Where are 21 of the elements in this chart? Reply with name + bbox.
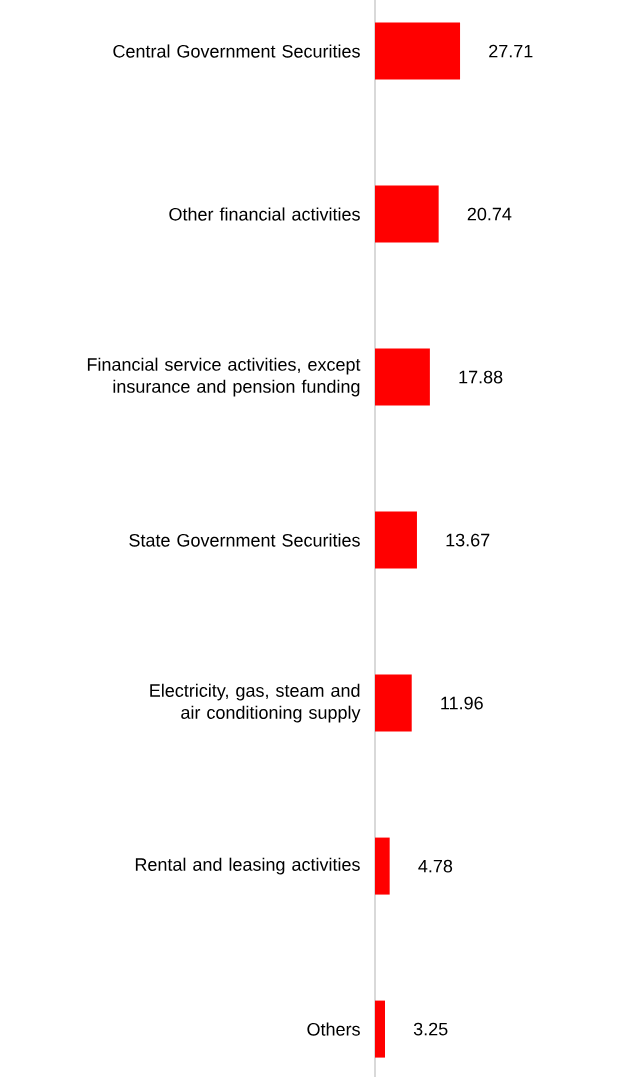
bar [375,674,412,732]
data-label: 20.74 [467,207,512,221]
bar [375,185,439,243]
bar [375,511,417,569]
y-tick-label: Central Government Securities [113,44,360,58]
y-tick-label: Electricity, gas, steam and air conditioning supply [150,683,361,723]
data-label: 27.71 [489,44,533,58]
data-label: 11.96 [441,696,483,710]
data-label: 4.78 [418,859,453,873]
y-tick-label: Rental and leasing activities [135,857,360,875]
y-tick-label: Other financial activities [169,207,360,221]
bar [375,837,390,895]
data-label: 17.88 [459,370,503,384]
data-label: 13.67 [446,533,490,547]
bar [375,348,430,406]
data-label: 3.25 [413,1022,448,1036]
y-tick-label: Financial service activities, except insurance and pension funding [87,357,361,397]
bar [375,22,461,80]
bar [375,1000,385,1058]
y-tick-label: State Government Securities [129,533,360,547]
y-tick-label: Others [307,1022,360,1036]
